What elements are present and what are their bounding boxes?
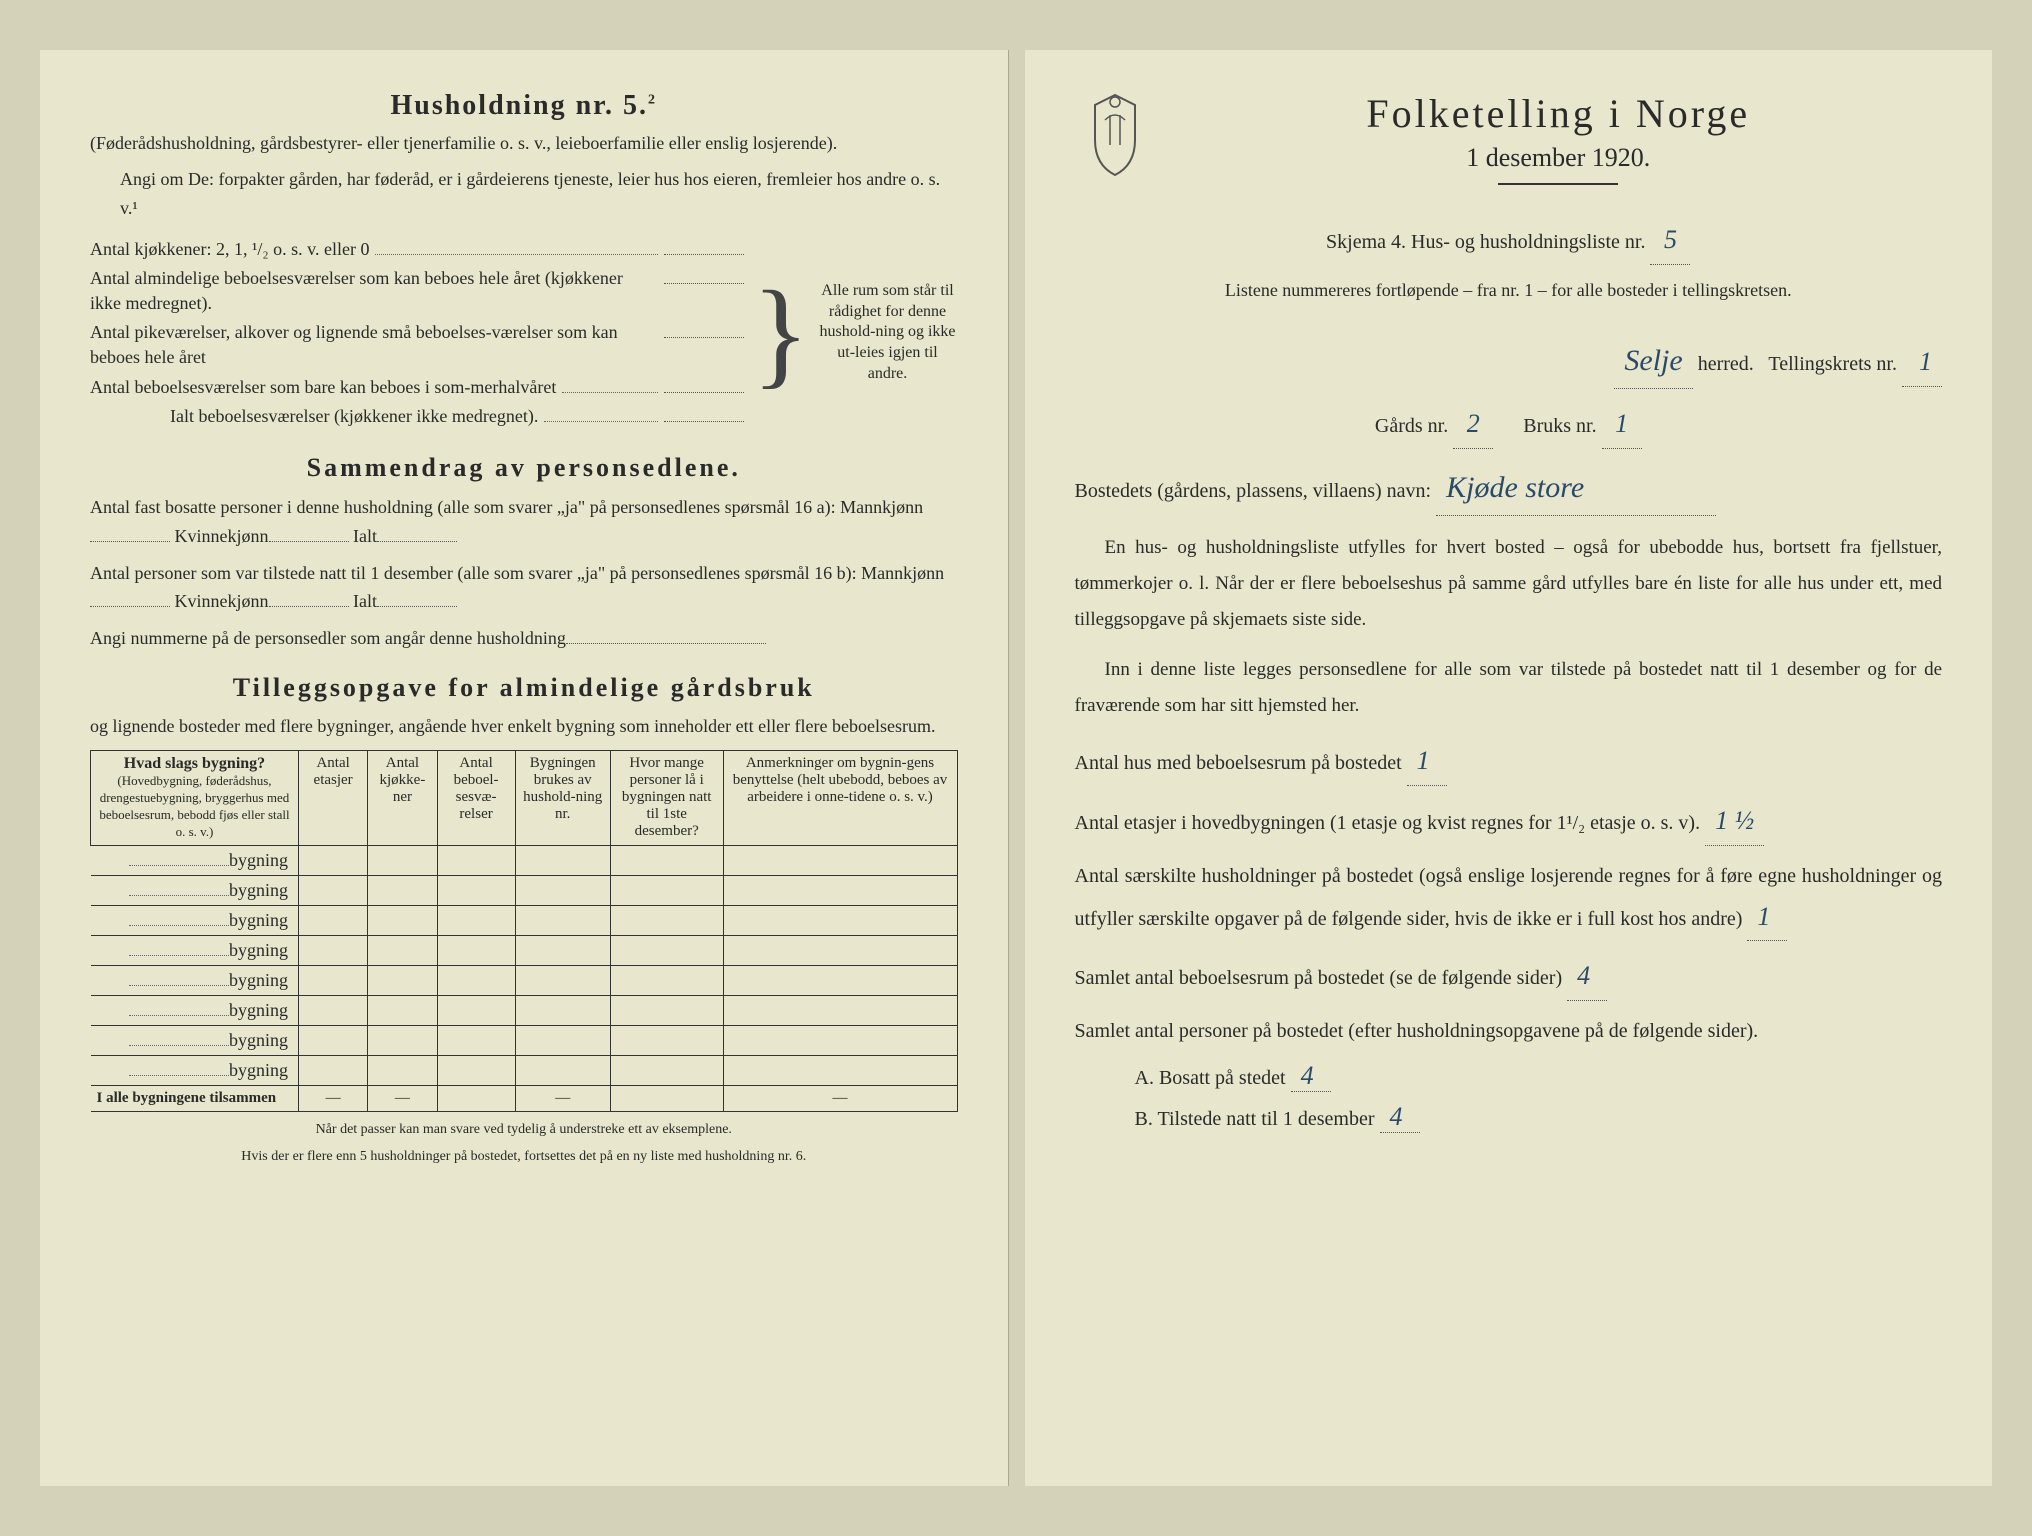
total-row-label: I alle bygningene tilsammen bbox=[91, 1085, 299, 1111]
divider bbox=[1498, 183, 1618, 185]
brace-note: Alle rum som står til rådighet for denne… bbox=[818, 281, 958, 385]
table-row: bygning bbox=[91, 845, 958, 875]
rooms2-label: Antal pikeværelser, alkover og lignende … bbox=[90, 320, 652, 370]
qA-line: A. Bosatt på stedet 4 bbox=[1135, 1061, 1943, 1092]
row-bygning-label: bygning bbox=[91, 995, 299, 1025]
table-row: bygning bbox=[91, 875, 958, 905]
table-row: bygning bbox=[91, 935, 958, 965]
row-bygning-label: bygning bbox=[91, 875, 299, 905]
table-row: bygning bbox=[91, 965, 958, 995]
q1-value: 1 bbox=[1407, 738, 1447, 786]
angi-num: Angi nummerne på de personsedler som ang… bbox=[90, 624, 958, 653]
q2-value: 1 ½ bbox=[1705, 798, 1764, 846]
row-bygning-label: bygning bbox=[91, 905, 299, 935]
th-personer: Hvor mange personer lå i bygningen natt … bbox=[610, 750, 723, 845]
row-bygning-label: bygning bbox=[91, 965, 299, 995]
household-title: Husholdning nr. 5.2 bbox=[90, 90, 958, 122]
table-row: bygning bbox=[91, 995, 958, 1025]
summary-title: Sammendrag av personsedlene. bbox=[90, 453, 958, 483]
main-title: Folketelling i Norge bbox=[1175, 90, 1943, 137]
q3-value: 1 bbox=[1747, 894, 1787, 942]
q2-line: Antal etasjer i hovedbygningen (1 etasje… bbox=[1075, 798, 1943, 846]
left-page: Husholdning nr. 5.2 (Føderådshusholdning… bbox=[40, 50, 1009, 1486]
th-brukes: Bygningen brukes av hushold-ning nr. bbox=[515, 750, 610, 845]
footnote1: Når det passer kan man svare ved tydelig… bbox=[90, 1120, 958, 1140]
row-bygning-label: bygning bbox=[91, 1055, 299, 1085]
para1: En hus- og husholdningsliste utfylles fo… bbox=[1075, 530, 1943, 638]
q4-line: Samlet antal beboelsesrum på bostedet (s… bbox=[1075, 953, 1943, 1001]
para2: Inn i denne liste legges personsedlene f… bbox=[1075, 652, 1943, 724]
footnote2: Hvis der er flere enn 5 husholdninger på… bbox=[90, 1147, 958, 1167]
header-block: Folketelling i Norge 1 desember 1920. bbox=[1075, 90, 1943, 205]
qA-value: 4 bbox=[1291, 1061, 1331, 1092]
qB-value: 4 bbox=[1380, 1102, 1420, 1133]
summary-line2: Antal personer som var tilstede natt til… bbox=[90, 559, 958, 617]
table-row: bygning bbox=[91, 1055, 958, 1085]
q5-line: Samlet antal personer på bostedet (efter… bbox=[1075, 1013, 1943, 1049]
gards-value: 2 bbox=[1453, 401, 1493, 449]
total-dash: — bbox=[298, 1085, 367, 1111]
tillegg-title: Tilleggsopgave for almindelige gårdsbruk bbox=[90, 673, 958, 703]
table-row: bygning bbox=[91, 905, 958, 935]
tillegg-sub: og lignende bosteder med flere bygninger… bbox=[90, 713, 958, 740]
table-row: bygning bbox=[91, 1025, 958, 1055]
right-page: Folketelling i Norge 1 desember 1920. Sk… bbox=[1025, 50, 1993, 1486]
rooms3-label: Antal beboelsesværelser som bare kan beb… bbox=[90, 375, 556, 400]
th-bygning: Hvad slags bygning?(Hovedbygning, føderå… bbox=[91, 750, 299, 845]
th-etasjer: Antal etasjer bbox=[298, 750, 367, 845]
bosted-line: Bostedets (gårdens, plassens, villaens) … bbox=[1075, 461, 1943, 516]
herred-value: Selje bbox=[1614, 334, 1692, 389]
listene-note: Listene nummereres fortløpende – fra nr.… bbox=[1075, 277, 1943, 304]
qB-line: B. Tilstede natt til 1 desember 4 bbox=[1135, 1102, 1943, 1133]
herred-line: Selje herred. Tellingskrets nr. 1 bbox=[1075, 334, 1943, 389]
q1-line: Antal hus med beboelsesrum på bostedet 1 bbox=[1075, 738, 1943, 786]
rooms-block: Antal kjøkkener: 2, 1, ¹/₂ o. s. v. elle… bbox=[90, 233, 958, 433]
th-anmerk: Anmerkninger om bygnin-gens benyttelse (… bbox=[723, 750, 957, 845]
row-bygning-label: bygning bbox=[91, 935, 299, 965]
bosted-value: Kjøde store bbox=[1436, 461, 1716, 516]
gards-line: Gårds nr. 2 Bruks nr. 1 bbox=[1075, 401, 1943, 449]
q4-value: 4 bbox=[1567, 953, 1607, 1001]
kitchens-label: Antal kjøkkener: 2, 1, ¹/₂ o. s. v. elle… bbox=[90, 237, 369, 262]
angi-text: Angi om De: forpakter gården, har føderå… bbox=[120, 165, 958, 223]
bruks-value: 1 bbox=[1602, 401, 1642, 449]
date-line: 1 desember 1920. bbox=[1175, 143, 1943, 173]
brace-icon: } bbox=[744, 279, 818, 387]
schema-line: Skjema 4. Hus- og husholdningsliste nr. … bbox=[1075, 217, 1943, 265]
th-kjokken: Antal kjøkke-ner bbox=[368, 750, 437, 845]
row-bygning-label: bygning bbox=[91, 845, 299, 875]
rooms-total-label: Ialt beboelsesværelser (kjøkkener ikke m… bbox=[170, 404, 538, 429]
summary-line1: Antal fast bosatte personer i denne hush… bbox=[90, 493, 958, 551]
coat-of-arms-icon bbox=[1075, 90, 1155, 180]
building-table: Hvad slags bygning?(Hovedbygning, føderå… bbox=[90, 750, 958, 1112]
th-beboel: Antal beboel-sesvæ-relser bbox=[437, 750, 515, 845]
row-bygning-label: bygning bbox=[91, 1025, 299, 1055]
subtitle: (Føderådshusholdning, gårdsbestyrer- ell… bbox=[90, 130, 958, 157]
schema-value: 5 bbox=[1650, 217, 1690, 265]
krets-value: 1 bbox=[1902, 339, 1942, 387]
q3-line: Antal særskilte husholdninger på bostede… bbox=[1075, 858, 1943, 942]
rooms1-label: Antal almindelige beboelsesværelser som … bbox=[90, 266, 652, 316]
